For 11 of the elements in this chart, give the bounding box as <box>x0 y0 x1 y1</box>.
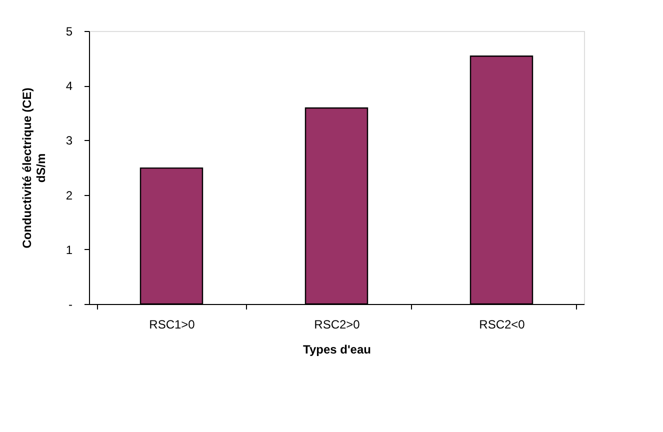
x-tick-label: RSC2<0 <box>479 318 526 332</box>
x-tick-label: RSC1>0 <box>149 318 196 332</box>
y-tick-label: 2 <box>66 188 73 202</box>
x-tick-label: RSC2>0 <box>314 318 360 332</box>
y-axis-title: Conductivité électrique (CE) dS/m <box>20 88 48 248</box>
y-tick-label: 4 <box>66 79 73 94</box>
y-tick-label: 1 <box>66 242 73 257</box>
x-axis-title: Types d'eau <box>303 342 371 356</box>
y-tick-label: - <box>68 298 72 312</box>
y-tick-label: 5 <box>66 24 73 38</box>
y-tick-label: 3 <box>66 134 73 148</box>
